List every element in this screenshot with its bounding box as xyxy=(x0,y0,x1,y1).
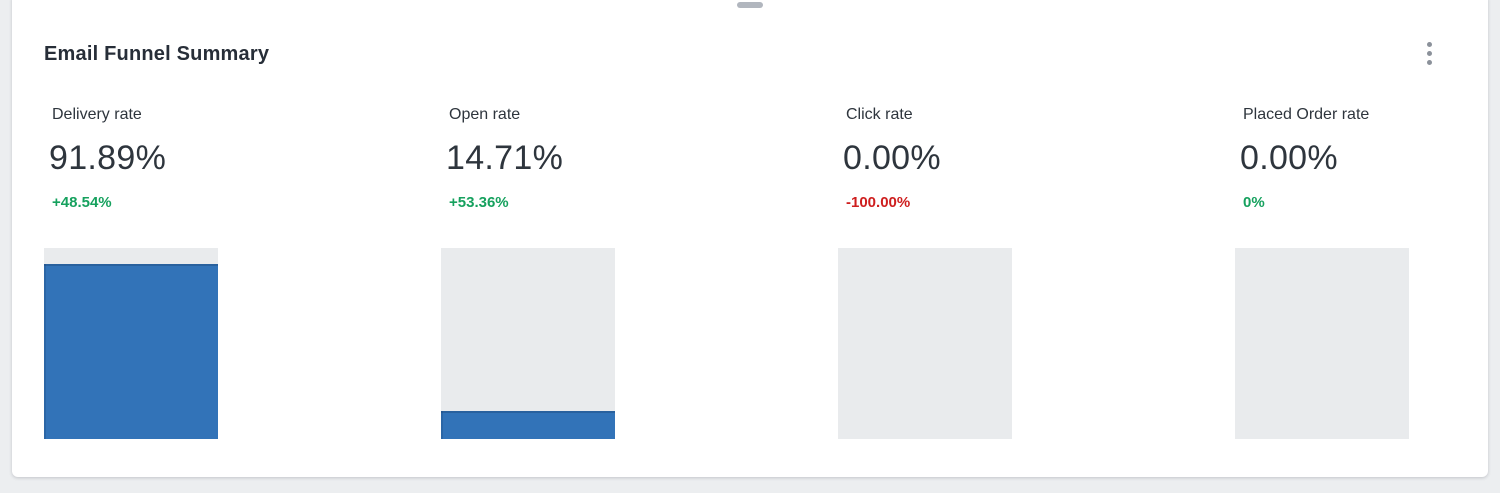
funnel-bar-fill xyxy=(441,410,615,439)
metric-value: 91.89% xyxy=(49,139,167,177)
card-title: Email Funnel Summary xyxy=(44,43,270,65)
kebab-menu-button[interactable] xyxy=(1421,40,1438,67)
metric-delta: +48.54% xyxy=(52,194,112,211)
kebab-vertical-icon xyxy=(1427,42,1432,47)
metric-delta: +53.36% xyxy=(449,194,509,211)
metric-value: 14.71% xyxy=(446,139,564,177)
funnel-bar-track xyxy=(44,248,218,439)
metric-delivery-rate: Delivery rate 91.89% +48.54% xyxy=(44,105,441,439)
metric-placed-order-rate: Placed Order rate 0.00% 0% xyxy=(1235,105,1409,439)
funnel-bar-track xyxy=(441,248,615,439)
metric-label: Click rate xyxy=(846,106,913,123)
kebab-vertical-icon xyxy=(1427,60,1432,65)
metric-value: 0.00% xyxy=(1240,139,1338,177)
metric-click-rate: Click rate 0.00% -100.00% xyxy=(838,105,1235,439)
metric-delta: 0% xyxy=(1243,194,1265,211)
metric-value: 0.00% xyxy=(843,139,941,177)
funnel-bar-track xyxy=(838,248,1012,439)
drag-handle[interactable] xyxy=(737,2,763,8)
metric-label: Delivery rate xyxy=(52,106,142,123)
email-funnel-summary-card: Email Funnel Summary Delivery rate 91.89… xyxy=(12,0,1488,477)
metric-delta: -100.00% xyxy=(846,194,911,211)
funnel-bar-fill xyxy=(44,263,218,439)
metric-label: Open rate xyxy=(449,106,521,123)
kebab-vertical-icon xyxy=(1427,51,1432,56)
funnel-bar-track xyxy=(1235,248,1409,439)
metric-open-rate: Open rate 14.71% +53.36% xyxy=(441,105,838,439)
card-header: Email Funnel Summary xyxy=(12,0,1488,67)
metrics-row: Delivery rate 91.89% +48.54% Open rate 1… xyxy=(12,105,1488,439)
metric-label: Placed Order rate xyxy=(1243,106,1370,123)
